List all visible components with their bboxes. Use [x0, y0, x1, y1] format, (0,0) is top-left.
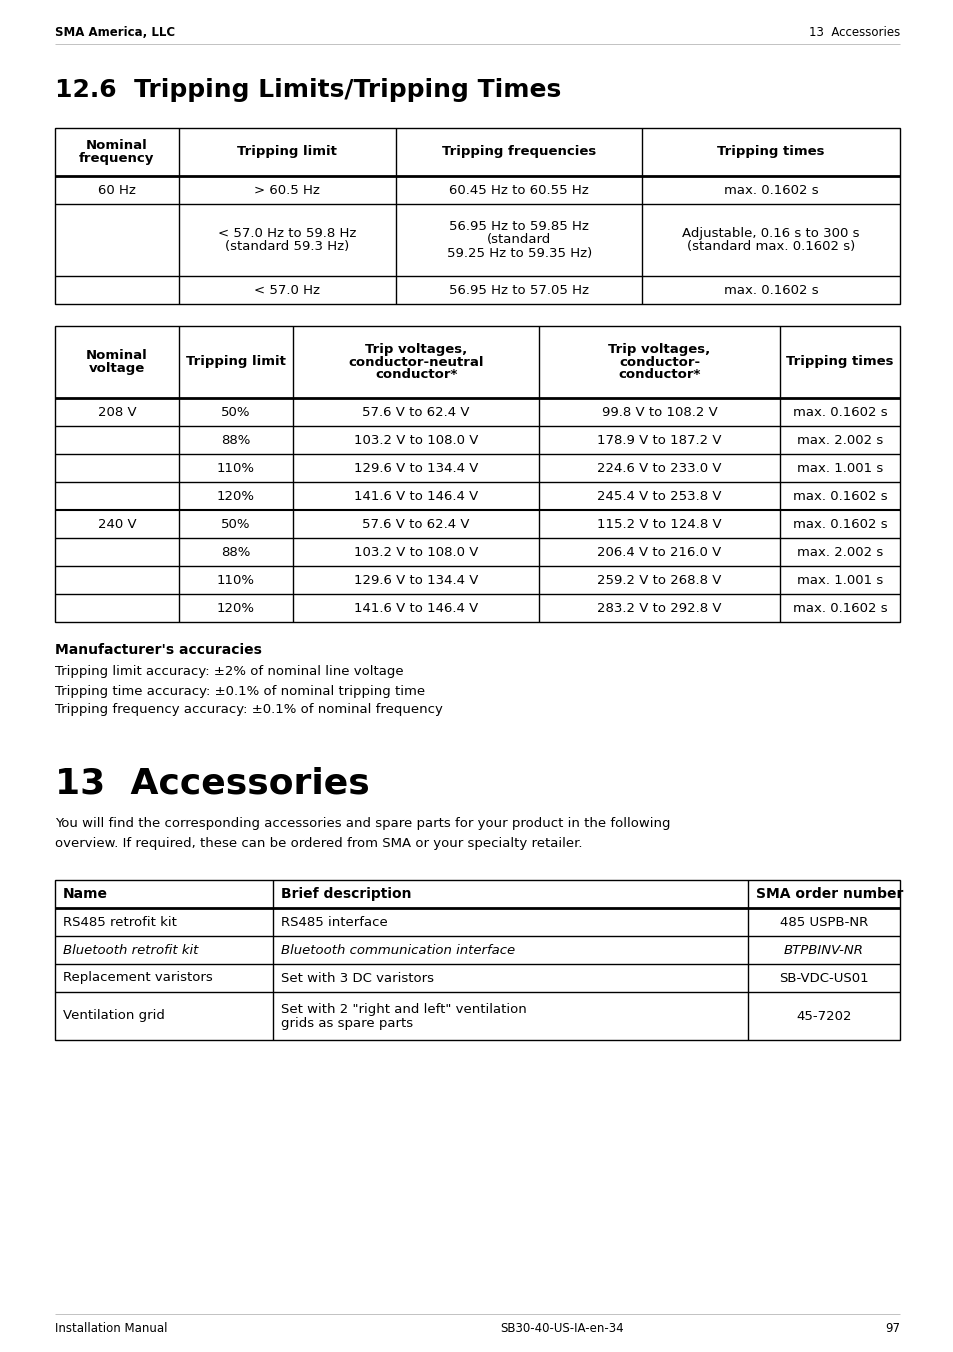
Text: 283.2 V to 292.8 V: 283.2 V to 292.8 V: [597, 602, 721, 615]
Text: Adjustable, 0.16 s to 300 s: Adjustable, 0.16 s to 300 s: [681, 227, 859, 241]
Text: 56.95 Hz to 57.05 Hz: 56.95 Hz to 57.05 Hz: [449, 284, 589, 296]
Bar: [55, 326, 899, 622]
Text: 56.95 Hz to 59.85 Hz: 56.95 Hz to 59.85 Hz: [449, 220, 589, 234]
Text: 115.2 V to 124.8 V: 115.2 V to 124.8 V: [597, 518, 721, 530]
Text: 110%: 110%: [216, 461, 254, 475]
Text: 50%: 50%: [221, 406, 251, 419]
Text: SMA America, LLC: SMA America, LLC: [55, 26, 175, 38]
Bar: [55, 128, 899, 304]
Text: 103.2 V to 108.0 V: 103.2 V to 108.0 V: [354, 434, 477, 446]
Text: Trip voltages,: Trip voltages,: [365, 342, 467, 356]
Text: Tripping frequency accuracy: ±0.1% of nominal frequency: Tripping frequency accuracy: ±0.1% of no…: [55, 703, 442, 717]
Text: 45-7202: 45-7202: [795, 1010, 851, 1022]
Text: (standard 59.3 Hz): (standard 59.3 Hz): [225, 241, 349, 253]
Text: voltage: voltage: [89, 362, 145, 375]
Text: 99.8 V to 108.2 V: 99.8 V to 108.2 V: [601, 406, 717, 419]
Text: Manufacturer's accuracies: Manufacturer's accuracies: [55, 644, 262, 657]
Text: SMA order number: SMA order number: [755, 887, 902, 900]
Bar: [55, 880, 899, 1040]
Text: SB-VDC-US01: SB-VDC-US01: [779, 972, 868, 984]
Text: 245.4 V to 253.8 V: 245.4 V to 253.8 V: [597, 489, 721, 503]
Text: frequency: frequency: [79, 151, 154, 165]
Text: Tripping times: Tripping times: [717, 146, 824, 158]
Text: 206.4 V to 216.0 V: 206.4 V to 216.0 V: [597, 545, 720, 558]
Text: 13  Accessories: 13 Accessories: [808, 26, 899, 38]
Text: 12.6  Tripping Limits/Tripping Times: 12.6 Tripping Limits/Tripping Times: [55, 78, 560, 101]
Text: RS485 interface: RS485 interface: [280, 915, 387, 929]
Text: max. 0.1602 s: max. 0.1602 s: [792, 489, 886, 503]
Text: max. 0.1602 s: max. 0.1602 s: [792, 518, 886, 530]
Text: max. 0.1602 s: max. 0.1602 s: [723, 184, 818, 196]
Text: conductor*: conductor*: [375, 369, 456, 381]
Text: 59.25 Hz to 59.35 Hz): 59.25 Hz to 59.35 Hz): [446, 246, 591, 260]
Text: 129.6 V to 134.4 V: 129.6 V to 134.4 V: [354, 461, 477, 475]
Text: 129.6 V to 134.4 V: 129.6 V to 134.4 V: [354, 573, 477, 587]
Text: 110%: 110%: [216, 573, 254, 587]
Text: max. 1.001 s: max. 1.001 s: [796, 573, 882, 587]
Text: Installation Manual: Installation Manual: [55, 1321, 168, 1334]
Text: Tripping frequencies: Tripping frequencies: [441, 146, 596, 158]
Text: Set with 2 "right and left" ventilation: Set with 2 "right and left" ventilation: [280, 1002, 526, 1015]
Text: Set with 3 DC varistors: Set with 3 DC varistors: [280, 972, 433, 984]
Text: 13  Accessories: 13 Accessories: [55, 767, 370, 800]
Text: grids as spare parts: grids as spare parts: [280, 1017, 413, 1029]
Text: max. 0.1602 s: max. 0.1602 s: [792, 602, 886, 615]
Text: overview. If required, these can be ordered from SMA or your specialty retailer.: overview. If required, these can be orde…: [55, 837, 582, 849]
Text: conductor-neutral: conductor-neutral: [348, 356, 483, 369]
Text: 57.6 V to 62.4 V: 57.6 V to 62.4 V: [362, 406, 470, 419]
Text: max. 0.1602 s: max. 0.1602 s: [723, 284, 818, 296]
Text: Replacement varistors: Replacement varistors: [63, 972, 213, 984]
Text: Tripping times: Tripping times: [785, 356, 893, 369]
Text: 141.6 V to 146.4 V: 141.6 V to 146.4 V: [354, 489, 477, 503]
Text: 120%: 120%: [216, 602, 254, 615]
Text: Brief description: Brief description: [280, 887, 411, 900]
Text: conductor*: conductor*: [618, 369, 700, 381]
Text: Bluetooth retrofit kit: Bluetooth retrofit kit: [63, 944, 198, 956]
Text: SB30-40-US-IA-en-34: SB30-40-US-IA-en-34: [499, 1321, 623, 1334]
Text: BTPBINV-NR: BTPBINV-NR: [783, 944, 863, 956]
Text: Nominal: Nominal: [86, 349, 148, 362]
Text: RS485 retrofit kit: RS485 retrofit kit: [63, 915, 176, 929]
Text: 88%: 88%: [221, 545, 251, 558]
Text: < 57.0 Hz: < 57.0 Hz: [254, 284, 320, 296]
Text: Bluetooth communication interface: Bluetooth communication interface: [280, 944, 514, 956]
Text: < 57.0 Hz to 59.8 Hz: < 57.0 Hz to 59.8 Hz: [218, 227, 356, 241]
Text: 141.6 V to 146.4 V: 141.6 V to 146.4 V: [354, 602, 477, 615]
Text: (standard max. 0.1602 s): (standard max. 0.1602 s): [686, 241, 855, 253]
Text: 120%: 120%: [216, 489, 254, 503]
Text: 178.9 V to 187.2 V: 178.9 V to 187.2 V: [597, 434, 721, 446]
Text: Tripping limit: Tripping limit: [237, 146, 337, 158]
Text: conductor-: conductor-: [618, 356, 700, 369]
Text: Tripping limit: Tripping limit: [186, 356, 286, 369]
Text: max. 2.002 s: max. 2.002 s: [796, 545, 882, 558]
Text: max. 0.1602 s: max. 0.1602 s: [792, 406, 886, 419]
Text: 240 V: 240 V: [97, 518, 136, 530]
Text: Name: Name: [63, 887, 108, 900]
Text: max. 1.001 s: max. 1.001 s: [796, 461, 882, 475]
Text: 103.2 V to 108.0 V: 103.2 V to 108.0 V: [354, 545, 477, 558]
Text: 88%: 88%: [221, 434, 251, 446]
Text: You will find the corresponding accessories and spare parts for your product in : You will find the corresponding accessor…: [55, 818, 670, 830]
Text: Trip voltages,: Trip voltages,: [608, 342, 710, 356]
Text: 60 Hz: 60 Hz: [98, 184, 135, 196]
Text: 224.6 V to 233.0 V: 224.6 V to 233.0 V: [597, 461, 721, 475]
Text: Tripping limit accuracy: ±2% of nominal line voltage: Tripping limit accuracy: ±2% of nominal …: [55, 665, 403, 679]
Text: 97: 97: [884, 1321, 899, 1334]
Text: 208 V: 208 V: [97, 406, 136, 419]
Text: 259.2 V to 268.8 V: 259.2 V to 268.8 V: [597, 573, 721, 587]
Text: 485 USPB-NR: 485 USPB-NR: [779, 915, 867, 929]
Text: Tripping time accuracy: ±0.1% of nominal tripping time: Tripping time accuracy: ±0.1% of nominal…: [55, 684, 425, 698]
Text: > 60.5 Hz: > 60.5 Hz: [254, 184, 320, 196]
Text: 60.45 Hz to 60.55 Hz: 60.45 Hz to 60.55 Hz: [449, 184, 589, 196]
Text: Nominal: Nominal: [86, 139, 148, 151]
Text: Ventilation grid: Ventilation grid: [63, 1010, 165, 1022]
Text: 57.6 V to 62.4 V: 57.6 V to 62.4 V: [362, 518, 470, 530]
Text: (standard: (standard: [487, 234, 551, 246]
Text: max. 2.002 s: max. 2.002 s: [796, 434, 882, 446]
Text: 50%: 50%: [221, 518, 251, 530]
